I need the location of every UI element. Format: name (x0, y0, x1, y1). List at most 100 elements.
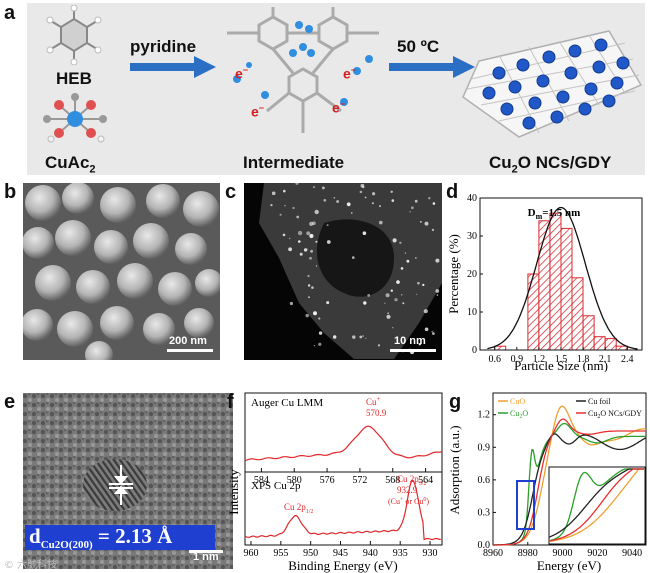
xanes-series-line (493, 418, 646, 546)
nanocluster-dot (309, 221, 314, 226)
nanocluster-dot (435, 289, 440, 293)
x-tick-label: 1.8 (577, 354, 590, 365)
nanocluster-dot (279, 213, 282, 216)
y-tick-label: 0 (472, 345, 477, 356)
nanocluster-dot (390, 190, 393, 193)
nanocluster-dot (282, 233, 286, 237)
y-tick-label: 20 (467, 269, 477, 280)
panel-label-d: d (446, 181, 459, 203)
reaction-arrow-1 (130, 56, 216, 78)
xanes-frame (492, 392, 647, 546)
nanocluster-dot (326, 224, 329, 227)
nanocluster-dot (379, 205, 381, 208)
histogram-bar (571, 277, 584, 351)
nanocluster-dot (436, 294, 439, 296)
heb-label: HEB (56, 69, 92, 88)
nanocluster-dot (318, 317, 321, 320)
intermediate-structure-icon (227, 7, 379, 133)
sem-particles-graphic (23, 183, 220, 360)
xps-x-label: Binding Energy (eV) (288, 558, 398, 573)
x-tick-label: 9020 (587, 548, 607, 559)
histogram-bar (582, 315, 595, 351)
nanocluster-dot (391, 199, 395, 202)
d-spacing-label-box (25, 525, 215, 550)
cu-plus-value: 570.9 (366, 408, 387, 418)
nanocluster-dot (435, 258, 440, 263)
auger-x-tick-label: 564 (418, 475, 433, 486)
nanocluster-dot (351, 212, 353, 214)
nanocluster-dot (363, 301, 367, 305)
inset-series-line (548, 468, 644, 543)
nanocluster-dot (403, 340, 406, 343)
nanocluster-dot (365, 337, 367, 339)
nanocluster-dot (326, 301, 330, 305)
nanocluster-dot (416, 293, 418, 295)
panel-label-e: e (4, 391, 16, 413)
nanocluster-dot (311, 286, 314, 289)
y-tick-label: 30 (467, 231, 477, 242)
y-tick-label: 0.3 (478, 507, 491, 518)
nanocluster-dot (352, 256, 355, 259)
x-tick-label: 2.1 (599, 354, 612, 365)
nanocluster-dot (423, 309, 428, 314)
nanocluster-dot (396, 280, 400, 284)
electron-label-1: e− (235, 65, 249, 82)
xps-cu-2p-curve (244, 479, 441, 541)
cu-2p32-label: Cu 2p3/2 (397, 474, 426, 487)
nanocluster-dot (392, 238, 397, 243)
nanocluster-dot (309, 233, 314, 239)
nanocluster-dot (292, 206, 295, 210)
mean-size-annotation: Dm=1.5 nm (528, 207, 581, 221)
nanocluster-dot (307, 274, 310, 278)
cu-2p12-label: Cu 2p1/2 (284, 502, 313, 515)
xps-x-tick-label: 950 (303, 548, 318, 559)
nanocluster-dot (401, 294, 403, 296)
histogram-bar (604, 338, 617, 351)
legend-label: Cu2O NCs/GDY (588, 409, 642, 420)
nanocluster-dot (315, 265, 318, 267)
nanocluster-dot (346, 202, 351, 207)
nanocluster-dot (360, 183, 365, 188)
nanocluster-dot (314, 209, 319, 215)
nanocluster-dot (392, 327, 394, 329)
zoom-region-box (516, 480, 535, 530)
nanocluster-dot (313, 311, 317, 316)
nanocluster-dot (367, 294, 371, 297)
auger-title: Auger Cu LMM (251, 397, 323, 409)
panel-label-a: a (4, 2, 16, 24)
nanocluster-dot (352, 335, 356, 339)
intermediate-label: Intermediate (243, 153, 345, 172)
cuac2-label: CuAc2 (45, 153, 96, 176)
nanocluster-dot (318, 342, 322, 346)
cu-plus-label: Cu+ (366, 395, 381, 407)
histogram-bar (527, 273, 540, 351)
histogram-x-label: Particle Size (nm) (514, 358, 608, 372)
histogram-bar (538, 220, 551, 351)
xps-x-tick-label: 940 (363, 548, 378, 559)
auger-x-tick-label: 584 (254, 475, 269, 486)
nanocluster-dot (271, 191, 276, 196)
y-tick-label: 40 (467, 193, 477, 204)
synthesis-scheme: HEB CuAc2 pyridine (27, 3, 645, 175)
heb-molecule-icon (46, 5, 102, 65)
panel-label-c: c (225, 181, 237, 203)
nanocluster-dot (386, 314, 391, 319)
nanocluster-dot (417, 281, 420, 285)
nanocluster-dot (284, 205, 286, 207)
nanocluster-dot (297, 230, 303, 236)
inset-series-line (548, 468, 644, 542)
nanocluster-dot (289, 237, 291, 240)
nanocluster-dot (402, 302, 405, 305)
xanes-series-line (492, 433, 647, 546)
inset-series-line (548, 468, 644, 538)
auger-x-tick-label: 576 (320, 475, 335, 486)
nanocluster-dot (308, 296, 310, 299)
nanocluster-dot (305, 313, 309, 318)
sem-image: 200 nm (23, 183, 220, 360)
xps-x-tick-label: 935 (393, 548, 408, 559)
nanocluster-dot (424, 221, 429, 226)
nanocluster-dot (318, 331, 323, 335)
nanocluster-dot (431, 330, 434, 333)
nanocluster-dot (377, 344, 381, 347)
nanocluster-dot (289, 301, 293, 306)
